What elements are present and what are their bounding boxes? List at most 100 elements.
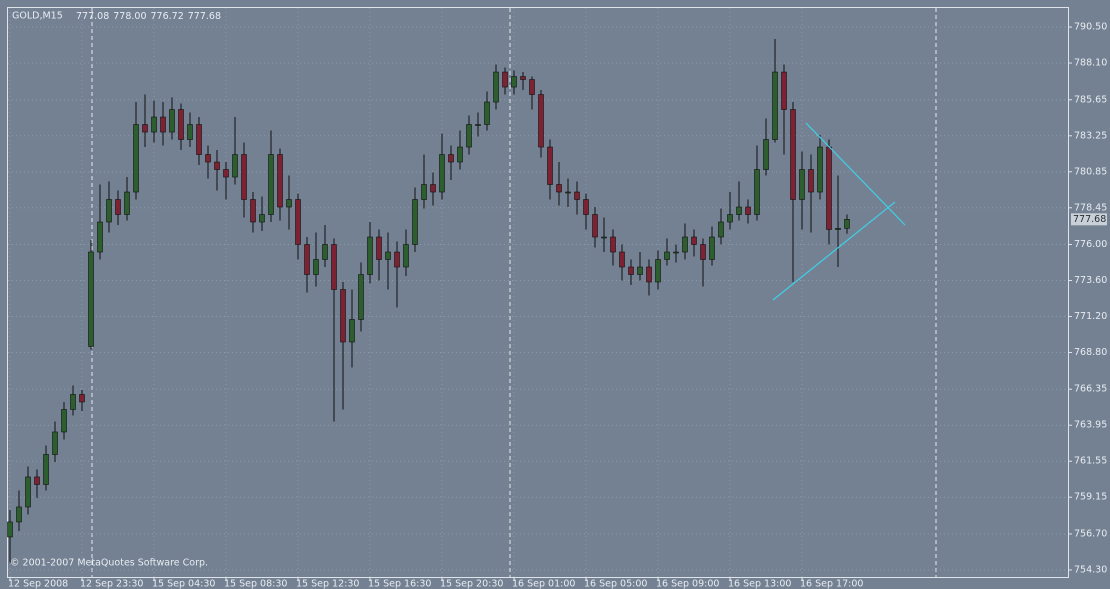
- candle-body: [322, 244, 328, 260]
- triangle-line: [805, 122, 906, 226]
- candle-body: [565, 191, 571, 194]
- candle-body: [124, 191, 130, 215]
- candle-body: [673, 251, 679, 254]
- y-tick-label: 754.30: [1074, 564, 1107, 575]
- candle-body: [205, 154, 211, 163]
- y-tick-label: 785.65: [1074, 94, 1107, 105]
- candle-body: [367, 236, 373, 275]
- candle-body: [844, 219, 850, 229]
- candle-body: [835, 228, 841, 230]
- candle-body: [151, 116, 157, 133]
- candle-body: [664, 251, 670, 260]
- price-tag-label: 777.68: [1073, 214, 1106, 225]
- candle-body: [520, 76, 526, 80]
- candle-body: [736, 206, 742, 215]
- candle-body: [628, 266, 634, 275]
- candle-body: [538, 94, 544, 148]
- candle-body: [232, 154, 238, 178]
- candle-body: [169, 109, 175, 133]
- y-tick-label: 761.55: [1074, 456, 1107, 467]
- candle-body: [250, 199, 256, 223]
- y-tick-label: 780.85: [1074, 166, 1107, 177]
- y-tick-label: 771.20: [1074, 311, 1107, 322]
- candle-body: [115, 199, 121, 215]
- candle-body: [340, 289, 346, 343]
- y-tick-label: 776.00: [1074, 239, 1107, 250]
- candle-body: [295, 199, 301, 245]
- candle-body: [79, 394, 85, 403]
- candle-body: [214, 161, 220, 170]
- candle-body: [763, 139, 769, 170]
- candle-body: [754, 169, 760, 215]
- candle-body: [556, 184, 562, 193]
- candle-body: [574, 191, 580, 200]
- candle-body: [304, 244, 310, 275]
- candle-body: [511, 76, 517, 88]
- candle-body: [655, 259, 661, 283]
- y-tick-label: 766.35: [1074, 384, 1107, 395]
- candle-body: [601, 236, 607, 239]
- candle-body: [160, 116, 166, 133]
- y-tick-label: 768.80: [1074, 347, 1107, 358]
- candle-body: [25, 476, 31, 508]
- y-tick-label: 788.10: [1074, 58, 1107, 69]
- candle-body: [34, 476, 40, 485]
- y-tick-label: 756.70: [1074, 528, 1107, 539]
- candle-body: [394, 251, 400, 268]
- candle-body: [70, 394, 76, 410]
- candle-body: [700, 244, 706, 260]
- candle-body: [529, 79, 535, 95]
- x-tick-label: 15 Sep 08:30: [224, 579, 287, 589]
- candle-body: [241, 154, 247, 200]
- candle-body: [781, 71, 787, 110]
- candle-body: [439, 154, 445, 193]
- candle-body: [745, 206, 751, 215]
- candle-body: [826, 146, 832, 230]
- last-bar-value: 777.08: [76, 11, 109, 22]
- x-tick-label: 15 Sep 20:30: [440, 579, 503, 589]
- x-tick-label: 16 Sep 01:00: [512, 579, 575, 589]
- candle-body: [808, 169, 814, 193]
- candle-body: [277, 154, 283, 208]
- y-tick-label: 778.45: [1074, 202, 1107, 213]
- x-tick-label: 12 Sep 23:30: [80, 579, 143, 589]
- candle-body: [286, 199, 292, 208]
- candle-body: [385, 251, 391, 260]
- x-tick-label: 16 Sep 17:00: [800, 579, 863, 589]
- candle-body: [412, 199, 418, 245]
- y-tick-label: 763.95: [1074, 420, 1107, 431]
- candle-body: [61, 409, 67, 433]
- y-tick-label: 790.50: [1074, 22, 1107, 33]
- candle-body: [817, 146, 823, 193]
- candle-body: [682, 236, 688, 253]
- x-tick-label: 12 Sep 2008: [8, 579, 68, 589]
- candle-body: [16, 506, 22, 523]
- last-bar-values: 777.08 778.00 776.72 777.68: [76, 11, 221, 22]
- candle-body: [97, 221, 103, 253]
- triangle-line: [772, 201, 896, 301]
- candle-body: [178, 109, 184, 140]
- candle-body: [502, 71, 508, 88]
- candle-body: [637, 266, 643, 275]
- price-tag: [1071, 213, 1107, 226]
- candle-body: [376, 236, 382, 260]
- candle-body: [52, 431, 58, 455]
- x-tick-label: 16 Sep 13:00: [728, 579, 791, 589]
- candle-body: [583, 199, 589, 215]
- plot-border: [7, 7, 1069, 578]
- x-tick-label: 16 Sep 09:00: [656, 579, 719, 589]
- copyright: © 2001-2007 MetaQuotes Software Corp.: [10, 558, 208, 569]
- y-tick-label: 783.25: [1074, 130, 1107, 141]
- candle-body: [790, 109, 796, 200]
- candle-body: [610, 236, 616, 253]
- candle-body: [349, 319, 355, 343]
- candle-body: [772, 71, 778, 140]
- candle-body: [223, 169, 229, 178]
- last-bar-value: 778.00: [113, 11, 146, 22]
- candle-body: [7, 521, 13, 538]
- candle-body: [88, 251, 94, 347]
- x-tick-label: 15 Sep 12:30: [296, 579, 359, 589]
- candle-body: [727, 214, 733, 223]
- candle-body: [691, 236, 697, 245]
